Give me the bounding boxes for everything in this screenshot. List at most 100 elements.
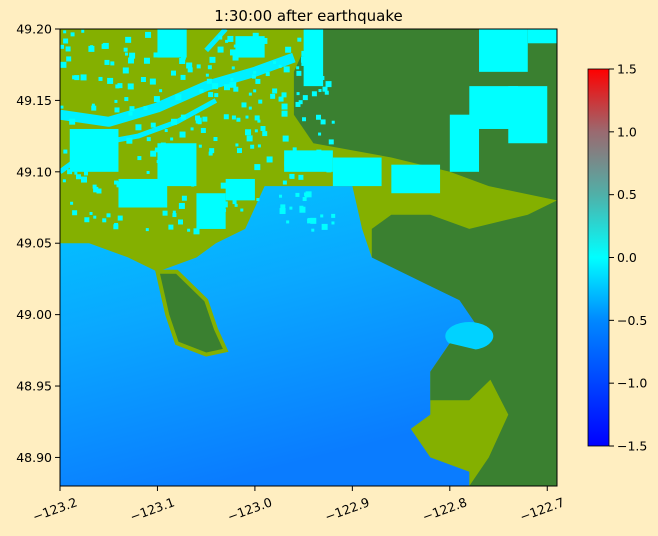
flood-cell xyxy=(324,90,329,95)
flood-cell xyxy=(114,99,118,103)
flood-cell xyxy=(231,115,236,120)
flood-cell xyxy=(137,156,142,161)
flood-cell xyxy=(92,184,97,189)
flood-cell xyxy=(72,75,77,80)
flood-cell xyxy=(220,182,227,189)
flood-cell xyxy=(114,107,120,113)
flood-patch xyxy=(527,29,557,44)
flood-cell xyxy=(297,37,302,42)
flood-cell xyxy=(309,46,315,52)
flood-cell xyxy=(255,78,261,84)
y-tick-label: 49.05 xyxy=(16,236,52,251)
y-axis: 49.20 49.15 49.10 49.05 49.00 48.95 48.90 xyxy=(16,22,60,465)
flood-cell xyxy=(281,103,288,110)
flood-cell xyxy=(298,174,304,180)
flood-cell xyxy=(278,96,284,102)
flood-cell xyxy=(113,224,119,230)
flood-cell xyxy=(236,117,241,122)
flood-cell xyxy=(72,210,78,216)
colorbar-tick-label: −1.5 xyxy=(617,439,647,454)
flood-cell xyxy=(279,208,286,215)
flood-cell xyxy=(326,157,330,161)
flood-cell xyxy=(186,62,193,69)
flood-cell xyxy=(246,135,253,142)
flood-cell xyxy=(312,73,319,80)
map-plot xyxy=(60,29,557,486)
flood-cell xyxy=(91,103,95,107)
flood-cell xyxy=(213,137,218,142)
flood-cell xyxy=(252,32,259,39)
colorbar-ticks: 1.5 1.0 0.5 0.0 −0.5 −1.0 −1.5 xyxy=(609,62,647,454)
flood-cell xyxy=(129,52,136,59)
flood-cell xyxy=(179,58,186,65)
flood-cell xyxy=(92,162,98,168)
flood-cell xyxy=(300,56,307,63)
flood-cell xyxy=(187,228,191,232)
flood-cell xyxy=(162,50,166,54)
flood-cell xyxy=(250,144,255,149)
flood-cell xyxy=(245,115,249,119)
flood-cell xyxy=(282,135,289,142)
flood-cell xyxy=(196,64,201,69)
flood-cell xyxy=(241,102,247,108)
flood-cell xyxy=(214,93,219,98)
flood-cell xyxy=(143,57,150,64)
y-tick-label: 49.15 xyxy=(16,93,52,108)
flood-cell xyxy=(221,201,228,208)
flood-cell xyxy=(208,151,213,156)
flood-cell xyxy=(162,210,168,216)
peninsula xyxy=(154,269,229,357)
flood-cell xyxy=(281,92,287,98)
flood-cell xyxy=(195,115,201,121)
flood-patch xyxy=(391,164,441,194)
flood-cell xyxy=(233,86,239,92)
flood-cell xyxy=(145,228,149,232)
x-axis: −123.2 −123.1 −123.0 −122.9 −122.8 −122.7 xyxy=(30,486,566,524)
colorbar-gradient xyxy=(587,68,610,447)
flood-cell xyxy=(153,52,159,58)
river-channel xyxy=(204,29,228,53)
flood-cell xyxy=(307,218,313,224)
chart-title: 1:30:00 after earthquake xyxy=(214,7,402,25)
flood-cell xyxy=(81,29,85,33)
flood-cell xyxy=(298,100,303,105)
flood-cell xyxy=(215,196,219,200)
flood-cell xyxy=(232,200,237,205)
colorbar-tick-label: −1.0 xyxy=(617,376,647,391)
flood-cell xyxy=(177,219,183,225)
flood-cell xyxy=(116,181,123,188)
flood-cell xyxy=(227,183,233,189)
flood-cell xyxy=(225,39,229,43)
flood-cell xyxy=(281,110,288,117)
flood-cell xyxy=(74,171,78,175)
flood-cell xyxy=(127,83,134,90)
flood-cell xyxy=(200,127,206,133)
flood-cell xyxy=(230,81,237,88)
flood-cell xyxy=(164,129,168,133)
flood-cell xyxy=(320,214,324,218)
flood-cell xyxy=(62,179,66,183)
flood-cell xyxy=(218,35,223,40)
colorbar-tick-label: 1.5 xyxy=(617,62,637,77)
flood-cell xyxy=(198,144,202,148)
flood-cell xyxy=(93,215,97,219)
flood-patch xyxy=(303,29,324,87)
flood-cell xyxy=(261,37,268,44)
flood-cell xyxy=(206,78,212,84)
water-body xyxy=(60,186,479,486)
flood-cell xyxy=(266,156,273,163)
flood-cell xyxy=(175,94,182,101)
flood-cell xyxy=(168,145,172,149)
flood-cell xyxy=(150,122,156,128)
x-tick-label: −122.8 xyxy=(420,494,469,524)
flood-cell xyxy=(307,57,311,61)
flood-cell xyxy=(328,139,334,145)
flood-cell xyxy=(120,187,126,193)
flood-cell xyxy=(153,96,160,103)
flood-cell xyxy=(193,228,200,235)
flood-cell xyxy=(180,114,186,120)
flood-cell xyxy=(200,195,205,200)
flood-cell xyxy=(311,228,315,232)
flood-patch xyxy=(225,178,255,201)
